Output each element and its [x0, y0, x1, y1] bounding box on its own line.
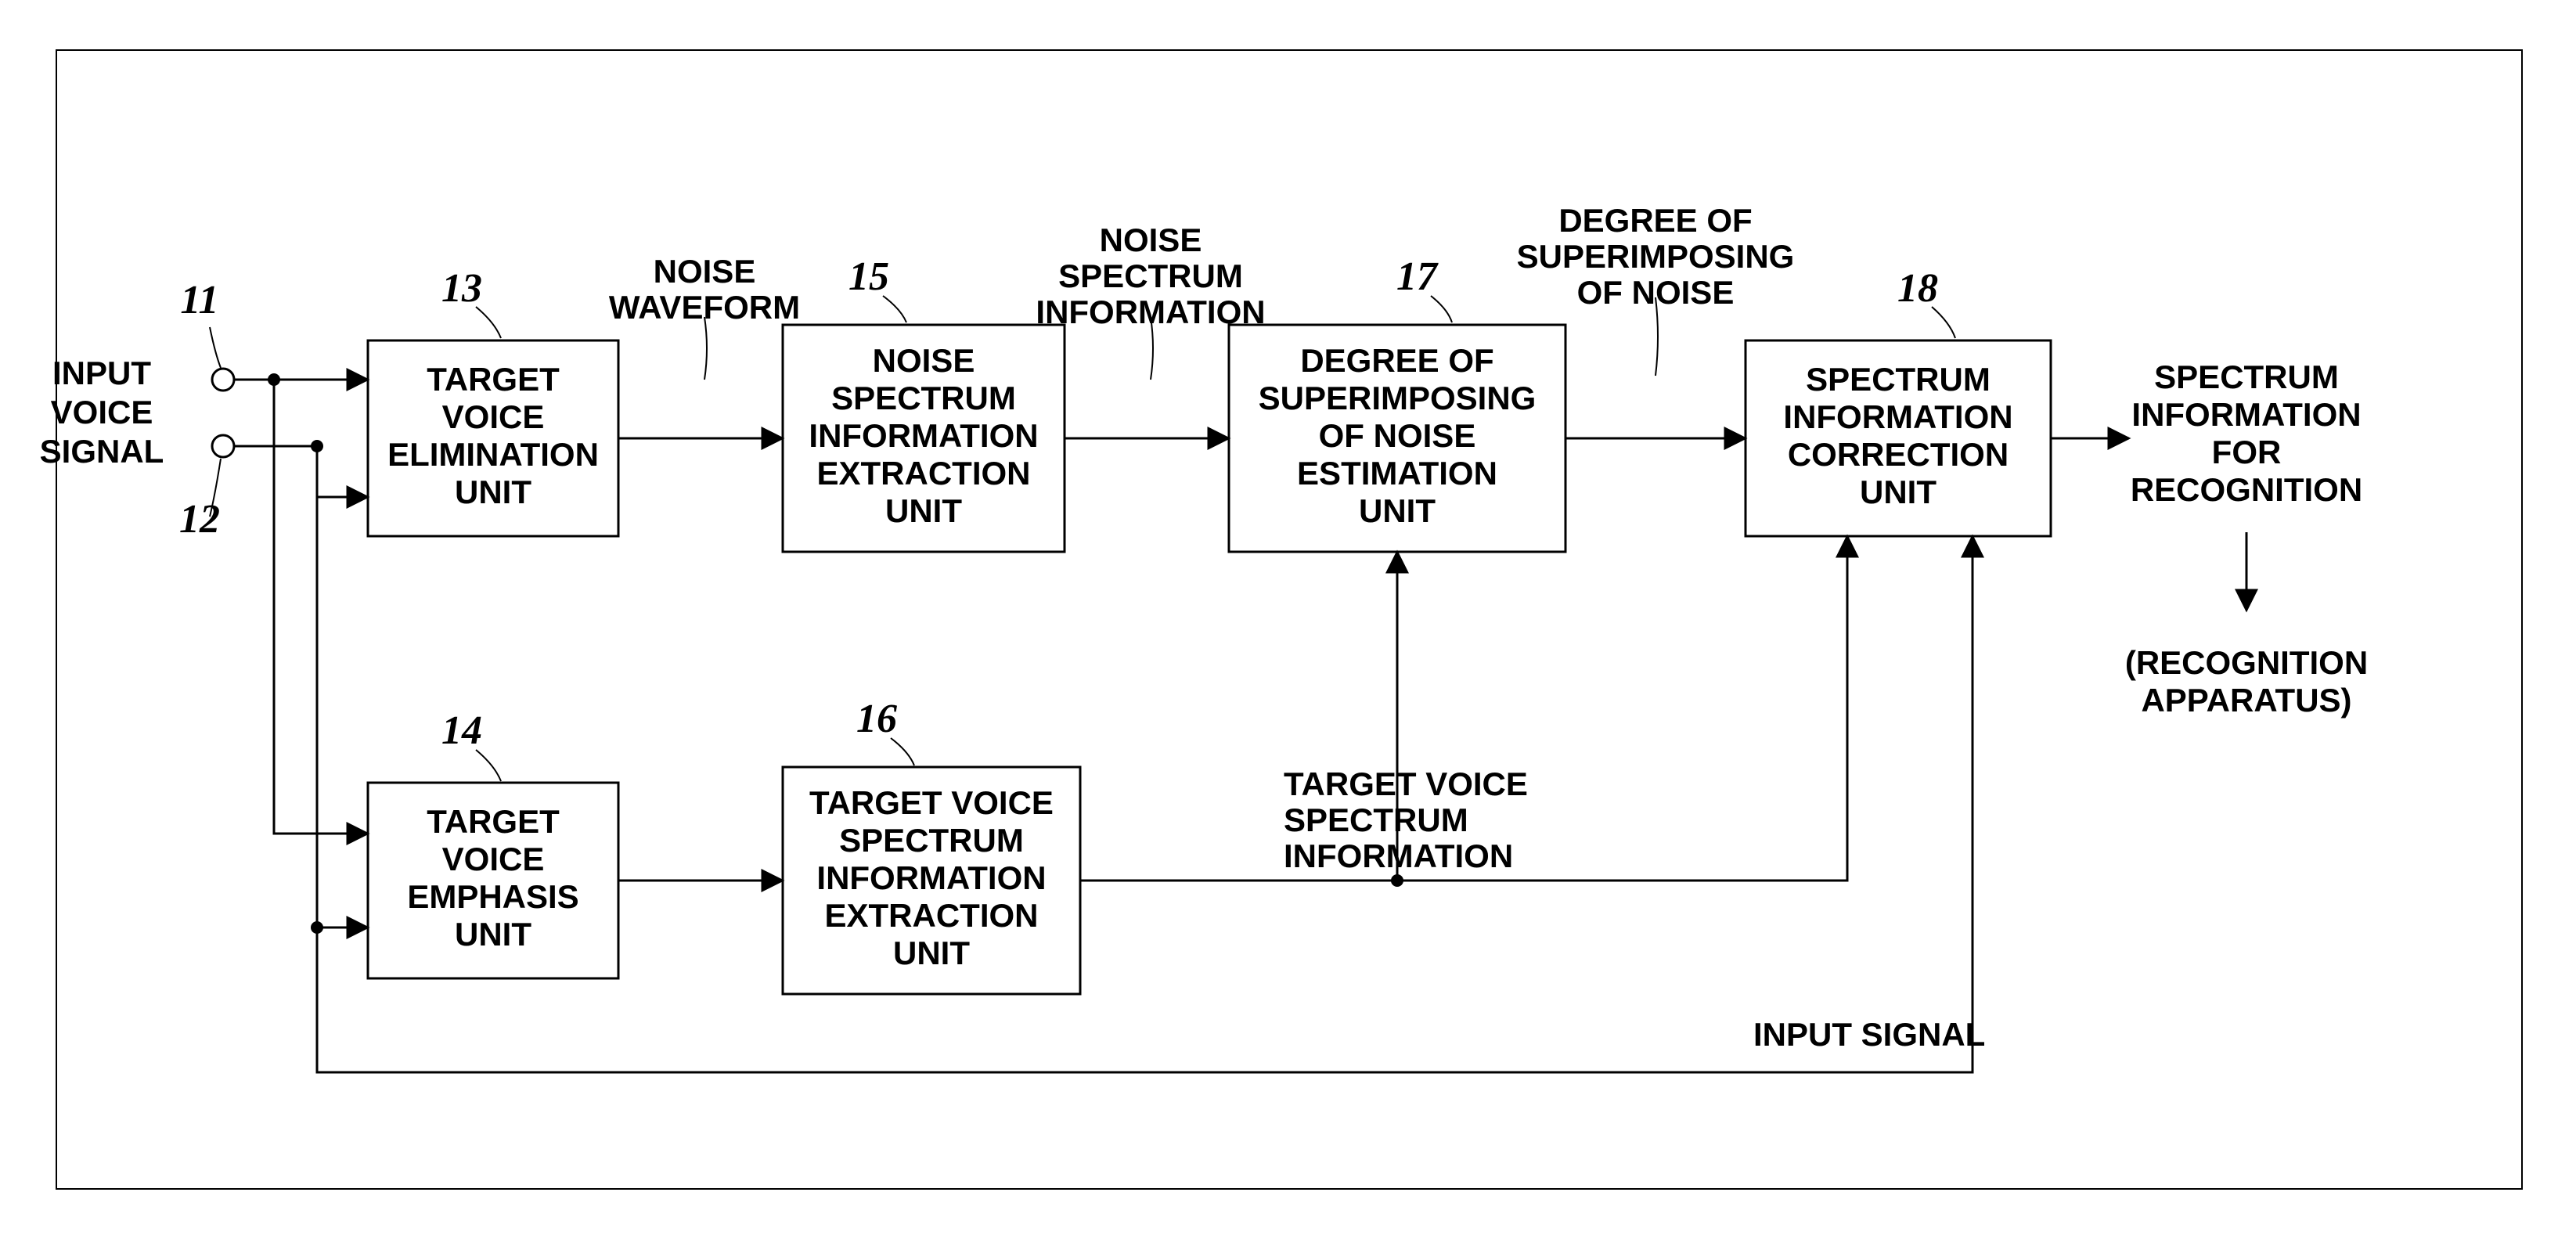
ref-11: 11 [180, 278, 218, 322]
edge-1 [235, 446, 368, 497]
junction-11 [311, 921, 323, 934]
leader-18 [1932, 307, 1955, 338]
leader-13 [476, 307, 501, 338]
leader-14 [476, 750, 501, 781]
ref-12: 12 [179, 497, 220, 542]
signal-label-degree: DEGREE OFSUPERIMPOSINGOF NOISE [1517, 202, 1795, 311]
leader-15 [883, 296, 906, 322]
signal-label-noise_spectrum: NOISESPECTRUMINFORMATION [1036, 222, 1265, 330]
ref-14: 14 [441, 708, 482, 753]
output-label-top: SPECTRUMINFORMATIONFORRECOGNITION [2131, 358, 2362, 508]
edge-3 [317, 446, 368, 927]
signal-label-noise_waveform: NOISEWAVEFORM [609, 253, 800, 326]
ref-18: 18 [1897, 266, 1938, 311]
diagram-frame [56, 50, 2522, 1189]
junction-input-0 [268, 373, 280, 386]
terminal-11 [212, 369, 234, 391]
signal-label-input_signal: INPUT SIGNAL [1753, 1016, 1985, 1053]
signal-label-target_spectrum: TARGET VOICESPECTRUMINFORMATION [1284, 765, 1528, 874]
ref-13: 13 [441, 266, 482, 311]
ref-15: 15 [848, 254, 889, 299]
leader-16 [891, 738, 914, 765]
input-voice-signal-label: INPUTVOICESIGNAL [40, 355, 164, 470]
leader-17 [1431, 296, 1452, 322]
output-label-bottom: (RECOGNITIONAPPARATUS) [2125, 644, 2368, 719]
ref-17: 17 [1396, 254, 1439, 299]
ref-16: 16 [856, 697, 897, 741]
junction-input-1 [311, 440, 323, 452]
terminal-12 [212, 435, 234, 457]
leader-noise_waveform [704, 317, 707, 380]
leader-11 [210, 327, 221, 368]
